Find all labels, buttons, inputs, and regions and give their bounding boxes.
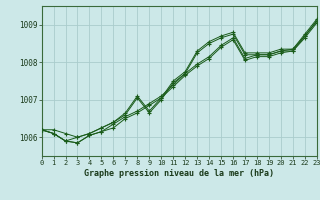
X-axis label: Graphe pression niveau de la mer (hPa): Graphe pression niveau de la mer (hPa) (84, 169, 274, 178)
